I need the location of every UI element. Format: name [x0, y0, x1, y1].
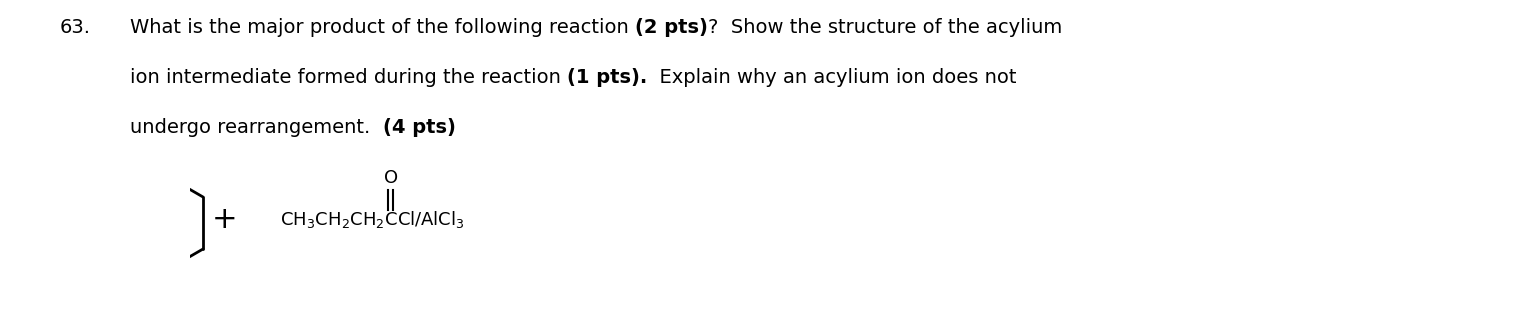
Text: 63.: 63. — [59, 18, 91, 37]
Text: Cl/AlCl$_3$: Cl/AlCl$_3$ — [397, 210, 465, 231]
Text: (1 pts).: (1 pts). — [567, 68, 648, 87]
Text: undergo rearrangement.: undergo rearrangement. — [131, 118, 383, 137]
Text: ?  Show the structure of the acylium: ? Show the structure of the acylium — [708, 18, 1062, 37]
Text: +: + — [213, 206, 237, 235]
Text: (2 pts): (2 pts) — [635, 18, 708, 37]
Text: C: C — [385, 211, 397, 229]
Text: ion intermediate formed during the reaction: ion intermediate formed during the react… — [131, 68, 567, 87]
Text: CH$_3$CH$_2$CH$_2$: CH$_3$CH$_2$CH$_2$ — [280, 210, 385, 230]
Text: (4 pts): (4 pts) — [383, 118, 456, 137]
Text: Explain why an acylium ion does not: Explain why an acylium ion does not — [648, 68, 1017, 87]
Text: O: O — [385, 169, 398, 187]
Text: What is the major product of the following reaction: What is the major product of the followi… — [131, 18, 635, 37]
